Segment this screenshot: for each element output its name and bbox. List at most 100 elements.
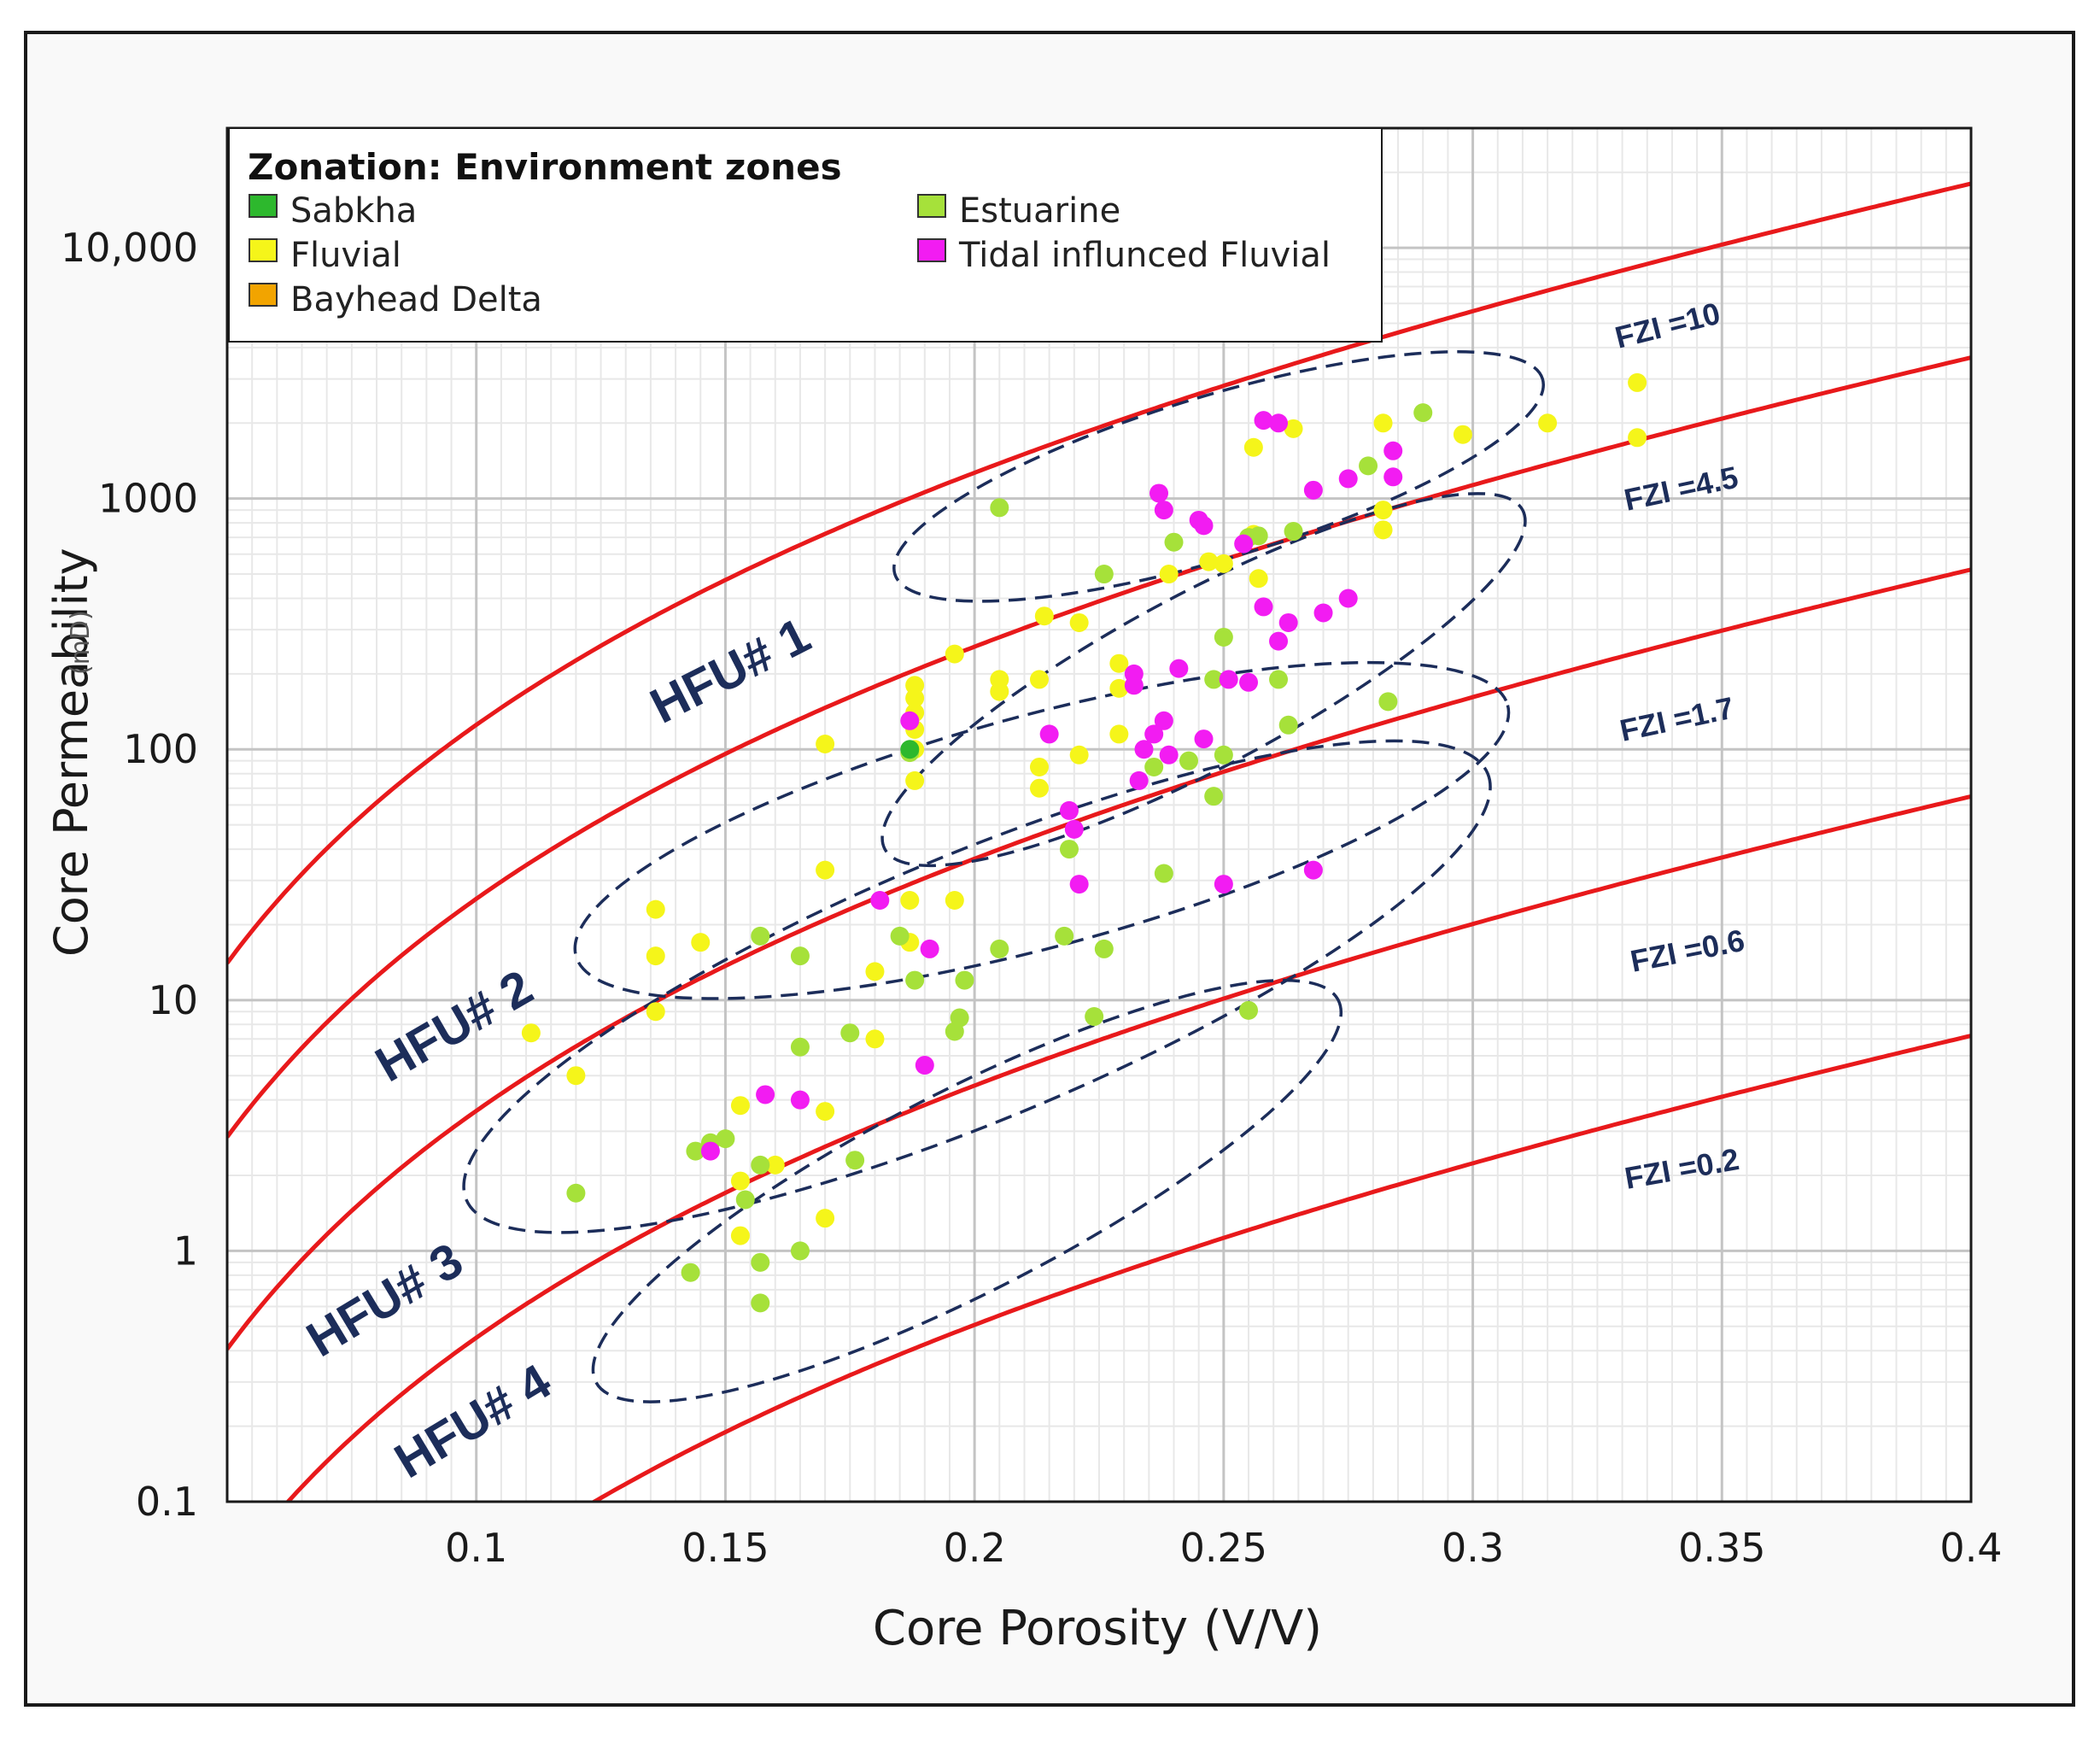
point-tidal-influnced-fluvial: [1219, 670, 1238, 689]
point-tidal-influnced-fluvial: [1194, 729, 1214, 749]
point-estuarine: [890, 926, 910, 946]
point-estuarine: [1214, 627, 1233, 647]
point-tidal-influnced-fluvial: [1338, 589, 1358, 608]
x-tick-label: 0.3: [1442, 1525, 1504, 1571]
point-tidal-influnced-fluvial: [1069, 875, 1089, 894]
point-fluvial: [816, 1209, 835, 1228]
fzi-curve: [590, 1034, 1971, 1502]
point-estuarine: [1269, 670, 1289, 689]
point-fluvial: [900, 891, 920, 911]
point-tidal-influnced-fluvial: [1154, 711, 1173, 730]
point-tidal-influnced-fluvial: [1303, 480, 1323, 500]
hfu-ellipse: [892, 350, 1545, 603]
point-tidal-influnced-fluvial: [900, 711, 920, 730]
point-estuarine: [840, 1023, 860, 1043]
point-fluvial: [865, 1029, 885, 1049]
point-tidal-influnced-fluvial: [1214, 875, 1233, 894]
point-tidal-influnced-fluvial: [1239, 672, 1259, 692]
point-fluvial: [730, 1226, 750, 1245]
point-fluvial: [521, 1023, 541, 1043]
point-tidal-influnced-fluvial: [1278, 612, 1298, 632]
legend: Zonation: Environment zones Sabkha Estua…: [228, 127, 1383, 343]
point-fluvial: [945, 644, 964, 664]
point-fluvial: [730, 1171, 750, 1191]
fzi-curve: [284, 794, 1971, 1502]
legend-label-bayhead-delta: Bayhead Delta: [290, 280, 542, 319]
point-fluvial: [1199, 552, 1219, 571]
point-estuarine: [1378, 692, 1398, 712]
y-tick-label: 10,000: [61, 225, 198, 271]
y-tick-label: 100: [123, 726, 198, 772]
x-tick-label: 0.15: [681, 1525, 769, 1571]
point-estuarine: [1278, 715, 1298, 735]
point-estuarine: [1214, 745, 1233, 765]
point-tidal-influnced-fluvial: [756, 1085, 775, 1104]
point-tidal-influnced-fluvial: [1254, 411, 1273, 431]
hfu-ellipse: [591, 978, 1343, 1403]
point-estuarine: [1413, 403, 1433, 423]
point-fluvial: [1284, 419, 1303, 438]
point-tidal-influnced-fluvial: [790, 1090, 810, 1110]
point-estuarine: [1144, 757, 1164, 776]
point-estuarine: [1094, 939, 1114, 958]
point-estuarine: [1204, 670, 1224, 689]
point-fluvial: [816, 1102, 835, 1122]
legend-swatch-estuarine: [917, 194, 946, 218]
point-fluvial: [566, 1066, 586, 1086]
point-estuarine: [955, 970, 974, 990]
point-tidal-influnced-fluvial: [1159, 745, 1179, 765]
point-tidal-influnced-fluvial: [1194, 516, 1214, 536]
point-tidal-influnced-fluvial: [1134, 740, 1154, 759]
point-estuarine: [751, 1155, 770, 1175]
point-fluvial: [1373, 520, 1393, 540]
point-fluvial: [1373, 413, 1393, 433]
point-fluvial: [1109, 678, 1129, 698]
legend-swatch-sabkha: [249, 194, 278, 218]
point-estuarine: [1094, 565, 1114, 584]
point-fluvial: [1029, 670, 1049, 689]
point-estuarine: [735, 1190, 755, 1210]
fzi-curve: [227, 181, 1971, 964]
fzi-curve: [227, 355, 1971, 1139]
y-tick-label: 10: [148, 977, 198, 1023]
legend-label-tidal-influnced-fluvial: Tidal influnced Fluvial: [958, 236, 1331, 275]
x-tick-label: 0.1: [445, 1525, 507, 1571]
point-estuarine: [716, 1129, 735, 1149]
point-tidal-influnced-fluvial: [1059, 800, 1079, 820]
y-tick-label: 1: [173, 1227, 198, 1274]
point-tidal-influnced-fluvial: [1254, 597, 1273, 617]
point-fluvial: [646, 1002, 665, 1022]
point-fluvial: [1249, 569, 1268, 589]
point-tidal-influnced-fluvial: [1124, 676, 1144, 695]
hfu-ellipse: [462, 739, 1492, 1234]
point-tidal-influnced-fluvial: [700, 1141, 720, 1161]
x-axis-label: Core Porosity (V/V): [873, 1601, 1322, 1656]
point-estuarine: [1249, 526, 1268, 546]
point-tidal-influnced-fluvial: [1144, 724, 1164, 744]
point-tidal-influnced-fluvial: [1064, 819, 1084, 839]
point-estuarine: [686, 1141, 705, 1161]
point-estuarine: [790, 1241, 810, 1261]
legend-title: Zonation: Environment zones: [248, 146, 842, 188]
fzi-curve: [227, 567, 1971, 1350]
point-tidal-influnced-fluvial: [870, 891, 890, 911]
point-tidal-influnced-fluvial: [1383, 441, 1403, 460]
point-estuarine: [1164, 532, 1184, 552]
point-fluvial: [1159, 565, 1179, 584]
point-tidal-influnced-fluvial: [1039, 724, 1059, 744]
point-fluvial: [990, 682, 1009, 701]
point-fluvial: [1243, 437, 1263, 457]
point-fluvial: [816, 735, 835, 754]
point-estuarine: [1204, 787, 1224, 806]
point-fluvial: [1069, 612, 1089, 632]
point-tidal-influnced-fluvial: [1338, 469, 1358, 489]
point-fluvial: [1214, 554, 1233, 573]
x-axis-ticks: 0.1 0.15 0.2 0.25 0.3 0.35 0.4: [445, 1525, 2002, 1571]
x-tick-label: 0.4: [1939, 1525, 2002, 1571]
point-fluvial: [1109, 653, 1129, 673]
point-fluvial: [730, 1096, 750, 1116]
point-estuarine: [751, 926, 770, 946]
data-points: [521, 372, 1647, 1313]
point-tidal-influnced-fluvial: [1149, 483, 1169, 503]
